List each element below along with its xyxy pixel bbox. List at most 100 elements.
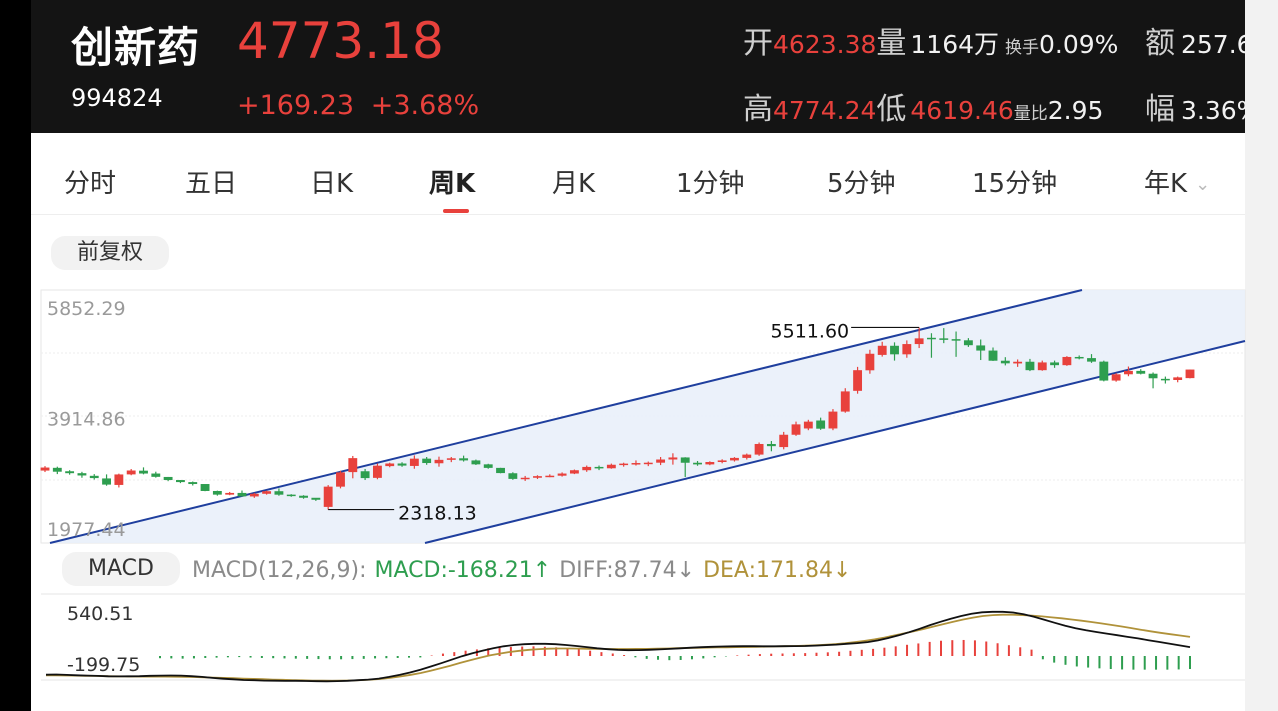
candle	[249, 492, 259, 498]
candle	[963, 338, 973, 347]
candle-body	[902, 344, 912, 355]
candle	[693, 460, 702, 466]
candle-body	[730, 457, 739, 461]
candle-body	[52, 467, 62, 472]
indicator-selector[interactable]: MACD	[62, 552, 180, 586]
candle	[446, 456, 456, 463]
vol-ratio-label: 量比	[1013, 104, 1048, 124]
stock-name: 创新药	[71, 23, 201, 72]
candle	[680, 457, 690, 478]
low-annotation: 2318.13	[398, 503, 477, 525]
candle-body	[976, 345, 986, 351]
macd-value: MACD:-168.21↑	[374, 558, 552, 583]
tab-intraday[interactable]: 分时	[64, 169, 117, 199]
candle	[348, 455, 358, 479]
dea-line	[45, 613, 1191, 682]
tab-weekly-k[interactable]: 周K	[429, 169, 476, 199]
candle-body	[668, 457, 678, 460]
tab-yearly-k[interactable]: 年K ⌄	[1144, 163, 1210, 200]
last-price: 4773.18	[237, 12, 444, 70]
candle-body	[1087, 358, 1096, 362]
macd-lines	[45, 610, 1191, 683]
candle-body	[225, 492, 235, 495]
tab-five-day[interactable]: 五日	[185, 169, 238, 199]
candle-body	[323, 486, 333, 507]
candle-body	[816, 420, 826, 429]
candle-body	[631, 463, 641, 465]
candle	[274, 488, 284, 496]
turnover-value: 0.09%	[1039, 30, 1119, 59]
price-axis-labels: 5852.29 3914.86 1977.44	[47, 298, 126, 541]
tab-daily-k[interactable]: 日K	[310, 169, 354, 199]
candle-body	[569, 470, 579, 474]
candle	[766, 441, 776, 452]
candle-body	[200, 484, 210, 491]
candle	[1148, 372, 1158, 389]
candle-body	[520, 477, 530, 480]
turnover-label: 换手	[1005, 38, 1040, 58]
candle	[705, 461, 715, 466]
candle	[816, 417, 826, 430]
adjust-button[interactable]: 前复权	[51, 236, 169, 270]
candle	[976, 339, 986, 361]
candle	[742, 453, 752, 460]
stock-code: 994824	[71, 84, 163, 112]
candle-body	[939, 338, 949, 340]
low-label: 低	[876, 92, 907, 127]
candle-body	[212, 490, 222, 495]
candle	[582, 465, 592, 472]
macd-axis-bottom: -199.75	[67, 654, 140, 676]
amount-value: 257.6	[1181, 30, 1245, 59]
candle-body	[557, 473, 567, 476]
candle	[126, 469, 136, 476]
candle-body	[606, 464, 616, 469]
chevron-down-icon: ⌄	[1195, 174, 1211, 195]
candle	[459, 455, 469, 462]
candle	[139, 467, 148, 475]
candle-body	[1062, 356, 1072, 366]
amplitude-value: 3.36%	[1181, 96, 1245, 125]
tab-monthly-k[interactable]: 月K	[552, 169, 596, 199]
candle-body	[742, 454, 752, 458]
candle-body	[1124, 370, 1133, 375]
candle	[865, 349, 875, 374]
high-value: 4774.24	[773, 96, 877, 125]
candle	[828, 409, 838, 431]
candle-body	[1013, 361, 1023, 364]
candle	[619, 462, 629, 467]
candle-body	[385, 463, 395, 467]
candle	[311, 497, 321, 501]
candle	[114, 473, 124, 488]
candle	[520, 475, 530, 481]
tab-15min[interactable]: 15分钟	[972, 169, 1058, 199]
volume-value: 1164万	[910, 30, 1000, 59]
candle	[533, 475, 542, 480]
candle-body	[927, 337, 936, 340]
price-channel	[49, 289, 1246, 544]
candle-body	[656, 459, 666, 463]
candle-body	[40, 467, 50, 471]
candle	[1062, 356, 1072, 366]
tab-5min[interactable]: 5分钟	[827, 169, 896, 199]
candle	[1099, 360, 1109, 382]
candle-body	[311, 497, 321, 500]
candle-body	[348, 458, 358, 473]
change-percent: +3.68%	[370, 90, 480, 121]
high-stat: 高4774.24低 4619.46量比2.95	[743, 84, 1103, 128]
diff-value: DIFF:87.74↓	[559, 558, 696, 583]
candle-body	[877, 345, 887, 355]
candle	[360, 468, 370, 481]
candle	[175, 480, 185, 484]
candle-body	[791, 424, 801, 435]
candle	[323, 485, 333, 510]
candle-body	[508, 473, 518, 479]
macd-histogram	[159, 639, 1191, 670]
candle-body	[840, 391, 850, 412]
candle-body	[1111, 374, 1121, 381]
tab-1min[interactable]: 1分钟	[676, 169, 745, 199]
candle-body	[422, 458, 432, 464]
candle	[372, 463, 382, 480]
candle-body	[262, 491, 272, 494]
macd-axis-labels: 540.51 -199.75	[67, 603, 140, 676]
